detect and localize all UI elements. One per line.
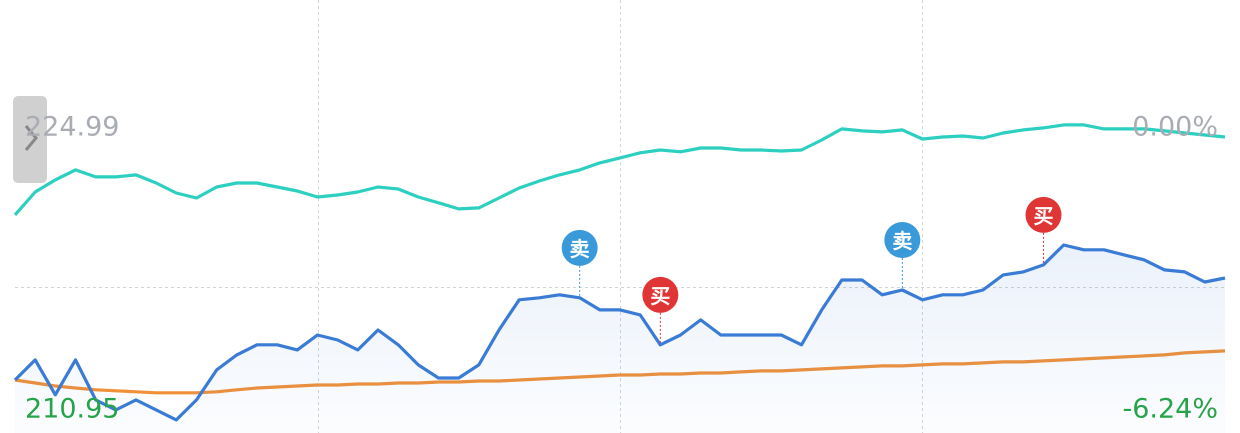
signal-label: 卖 bbox=[892, 229, 912, 253]
area bbox=[15, 245, 1225, 433]
y2-tick-label: -6.24% bbox=[1122, 393, 1218, 424]
signal-label: 卖 bbox=[570, 237, 590, 261]
line bbox=[13, 243, 1226, 422]
chevron bbox=[24, 125, 38, 151]
signal-badge bbox=[642, 276, 679, 313]
y-tick-label: 224.99 bbox=[25, 111, 119, 142]
y2-tick-label: 0.00% bbox=[1132, 111, 1218, 142]
handle[interactable] bbox=[13, 96, 47, 183]
signal-label: 买 bbox=[650, 284, 670, 308]
signal-badge bbox=[1025, 196, 1062, 233]
signal-badge bbox=[884, 222, 921, 259]
signal-label: 买 bbox=[1034, 204, 1054, 228]
y-tick-label: 210.95 bbox=[25, 393, 119, 424]
collapse-handle[interactable] bbox=[13, 96, 47, 183]
signal-badge bbox=[561, 229, 598, 266]
line bbox=[13, 123, 1226, 216]
